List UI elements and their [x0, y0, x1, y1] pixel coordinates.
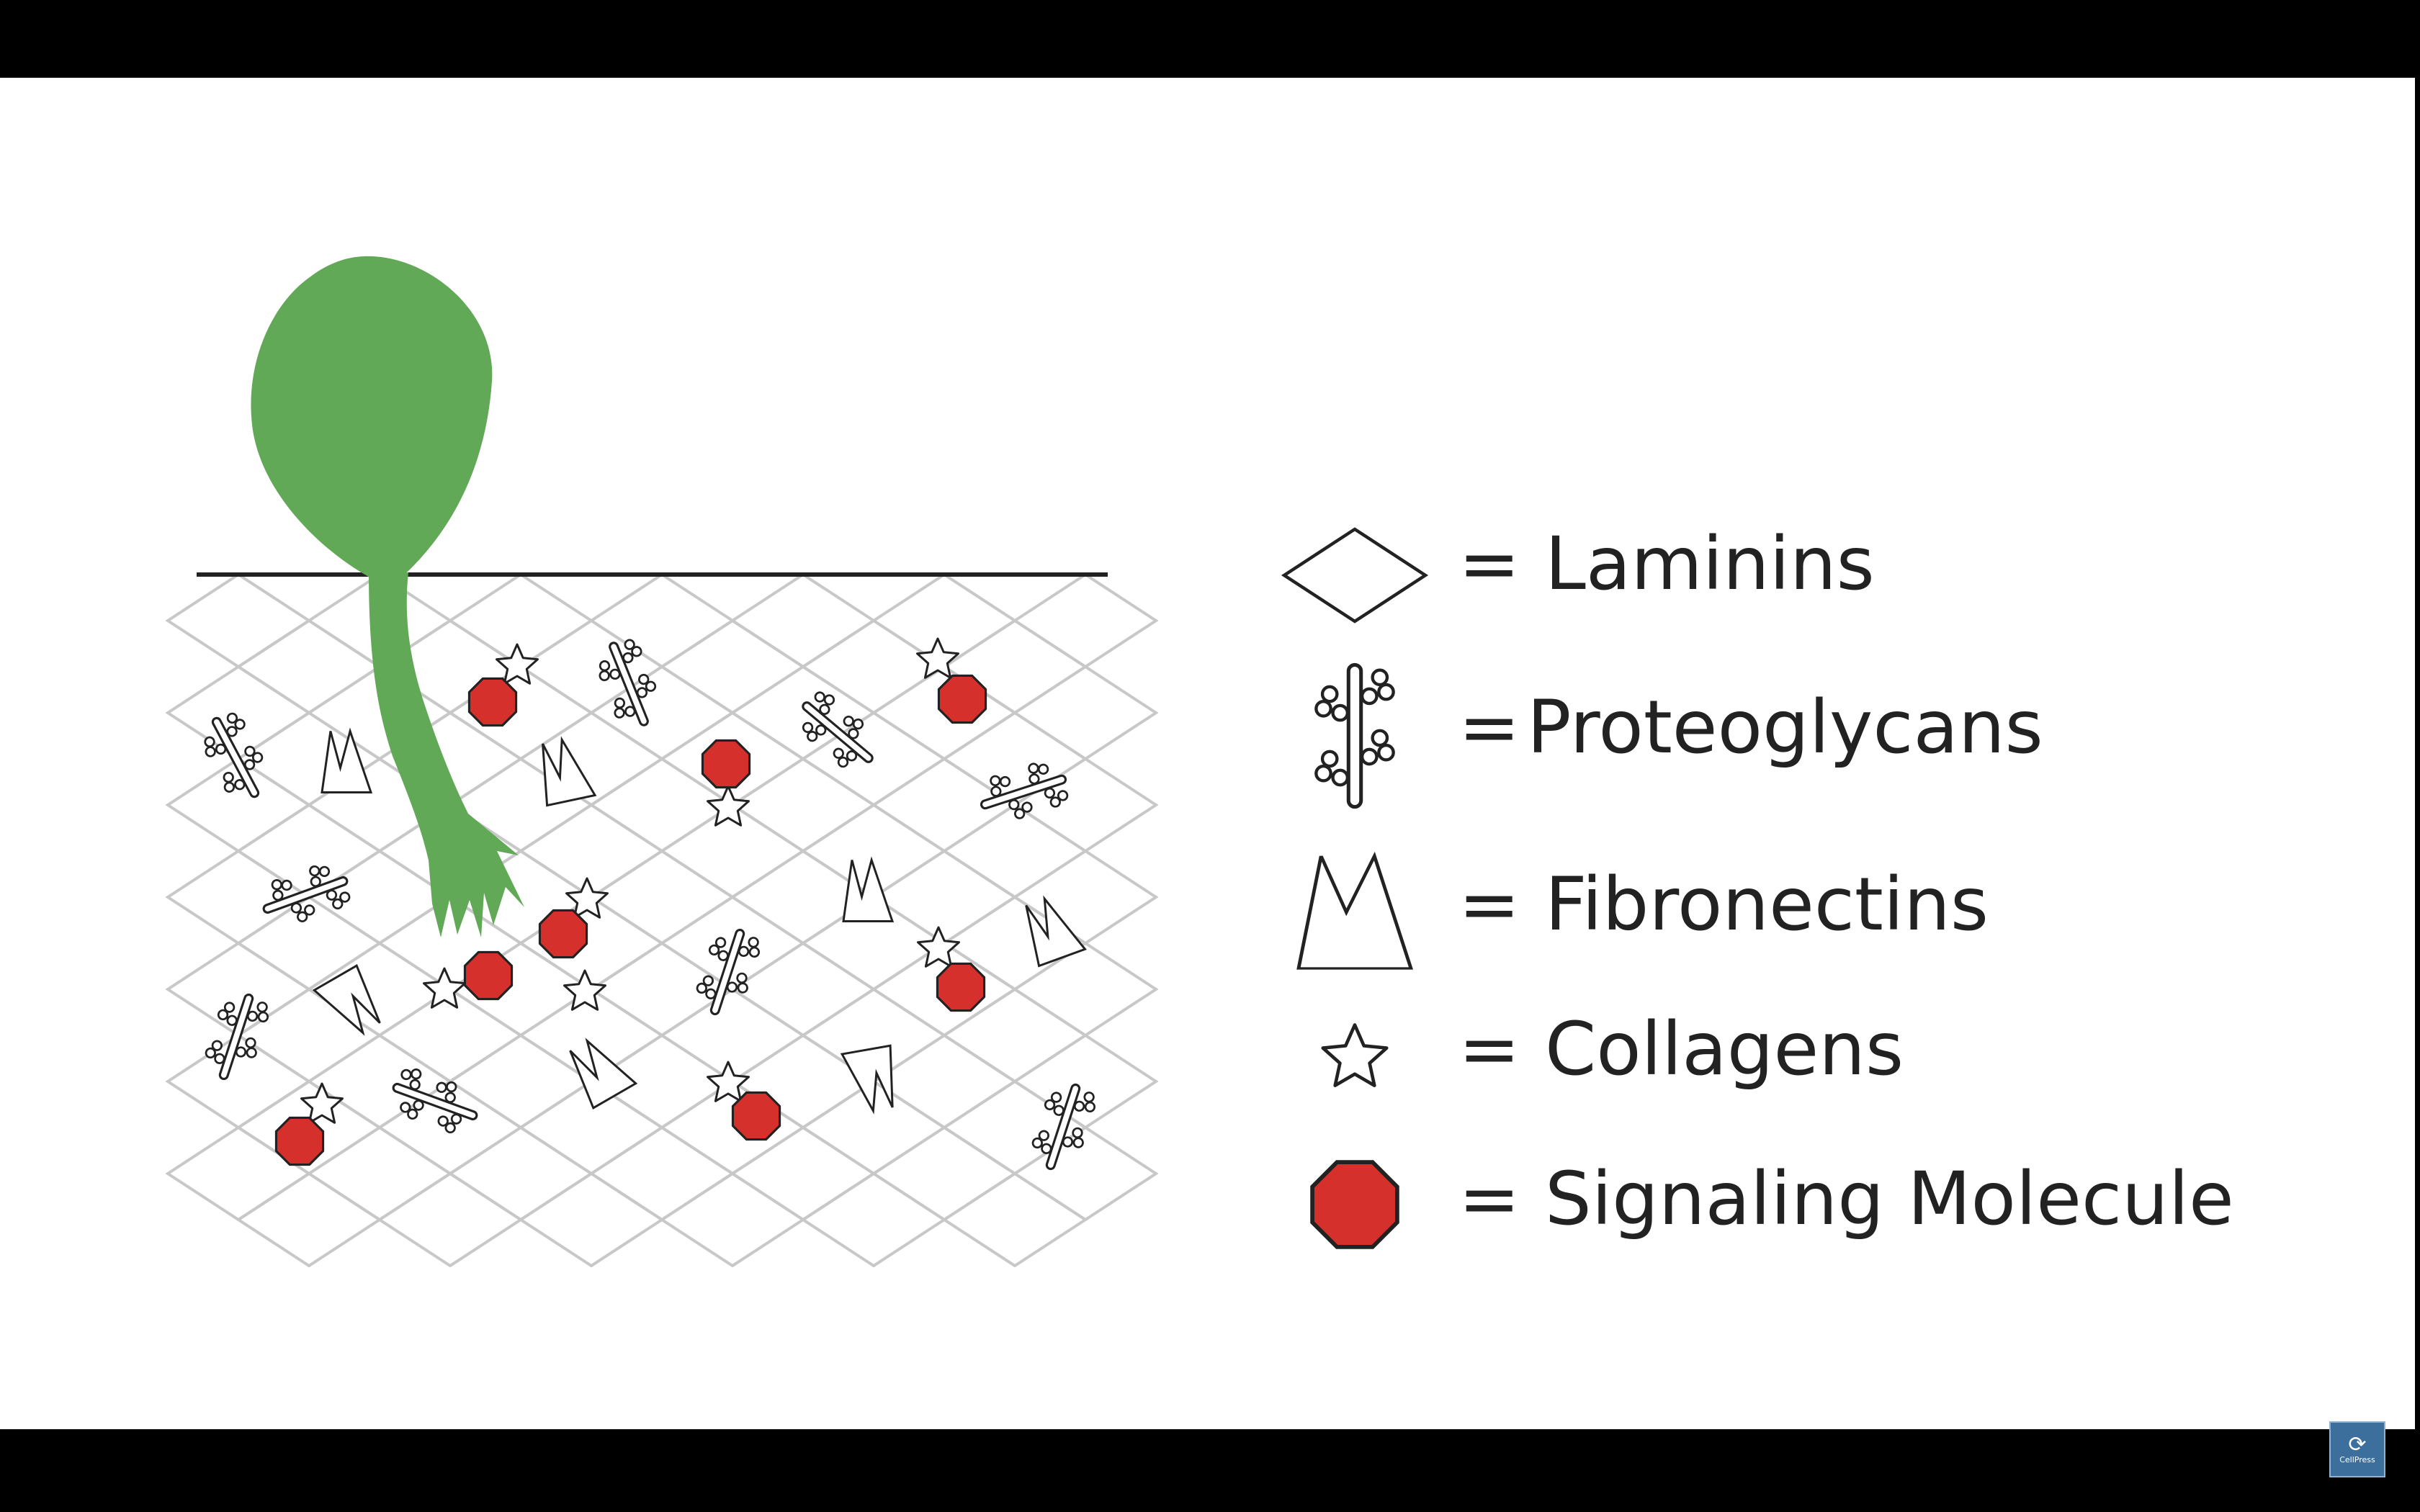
signaling-molecule-octagon-icon [701, 739, 751, 789]
neurite [369, 572, 524, 937]
signaling-molecule-octagon-icon [936, 962, 986, 1012]
legend-equals-2: = [1458, 685, 1520, 770]
signaling-molecule-octagon-icon [463, 950, 514, 1001]
legend-label-collagens: Collagens [1545, 1007, 1904, 1092]
signaling-molecule-octagon-icon [538, 909, 588, 959]
signaling-molecule-octagon-icon [467, 677, 518, 727]
legend: = = = = = Laminins Proteoglycans Fibrone… [1281, 521, 2234, 1247]
signaling-molecule-octagon-icon [274, 1116, 325, 1166]
legend-label-signaling-molecule: Signaling Molecule [1545, 1156, 2234, 1242]
laminin-cell [941, 1171, 1088, 1268]
legend-label-fibronectins: Fibronectins [1545, 862, 1989, 948]
legend-equals-4: = [1458, 1007, 1520, 1092]
cell-body [251, 256, 493, 582]
fibronectin-icon [1296, 851, 1414, 970]
legend-label-laminins: Laminins [1545, 521, 1875, 607]
cell [251, 256, 524, 937]
laminin-diamond-icon [1281, 527, 1429, 624]
signaling-molecule-octagon-icon [1312, 1162, 1397, 1247]
cellpress-logo: ⟳ CellPress [2329, 1421, 2385, 1477]
signaling-molecule-octagon-icon [937, 674, 987, 724]
signaling-molecule-octagon-icon [731, 1091, 781, 1141]
cellpress-logo-icon: ⟳ [2348, 1432, 2367, 1457]
cellpress-logo-text: CellPress [2339, 1455, 2375, 1464]
legend-equals-1: = [1458, 521, 1520, 607]
legend-label-proteoglycans: Proteoglycans [1527, 685, 2043, 770]
legend-equals-3: = [1458, 862, 1520, 948]
legend-equals-5: = [1458, 1156, 1520, 1242]
